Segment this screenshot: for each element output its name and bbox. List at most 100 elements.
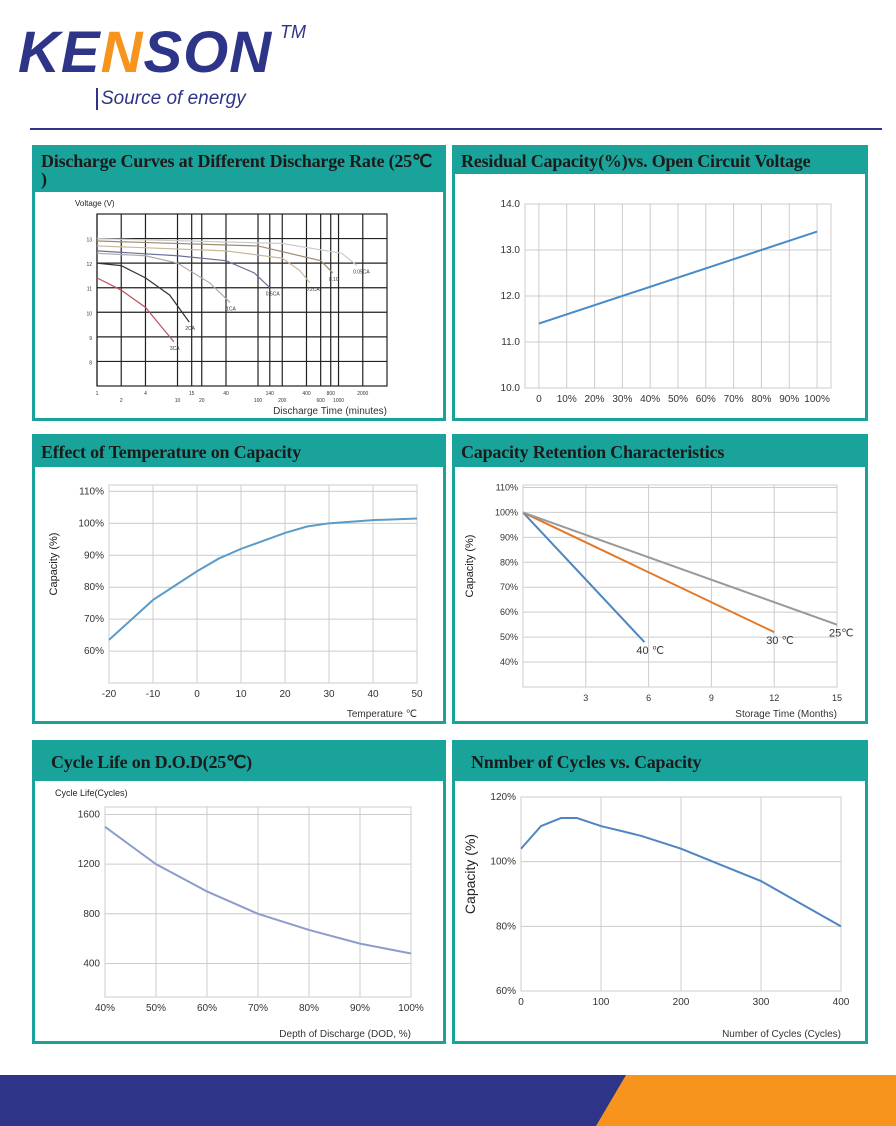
panel-temperature-capacity: Effect of Temperature on Capacity -20 -10 0… <box>32 434 446 724</box>
series-label: 0.2CA <box>306 287 321 293</box>
x-tick-label: 90% <box>350 1003 370 1014</box>
y-tick-label: 90% <box>500 532 518 542</box>
x-tick-label: 400 <box>302 391 311 397</box>
x-tick-label: 2000 <box>357 391 368 397</box>
x-tick-label: 50 <box>411 689 423 700</box>
chart-svg: 3 6 9 12 15 40% 50% 60% 70% 80% 90% 100% 110% 40 ℃ 30 … <box>464 482 854 720</box>
x-tick-label: 40% <box>640 394 660 405</box>
x-tick-label: 20 <box>279 689 291 700</box>
x-tick-label: 100% <box>398 1003 424 1014</box>
series-line <box>96 237 358 267</box>
y-tick-label: 10.0 <box>501 383 521 394</box>
series-line <box>108 517 418 641</box>
x-tick-label: 70% <box>248 1003 268 1014</box>
series-label: 25℃ <box>829 628 854 640</box>
x-tick-label: 60% <box>197 1003 217 1014</box>
x-tick-label: 10 <box>235 689 247 700</box>
x-tick-label: 1 <box>96 391 99 397</box>
panel-title: Capacity Retention Characteristics <box>455 437 865 467</box>
series-label: 3CA <box>170 346 180 352</box>
plot-frame <box>108 484 418 684</box>
y-tick-label: 110% <box>496 482 518 492</box>
series-line <box>104 826 412 955</box>
y-tick-label: 11.0 <box>501 337 520 348</box>
chart-svg: -20 -10 0 10 20 30 40 50 60% 70% 80% 90% 100% 110% Tem… <box>48 484 423 720</box>
x-tick-label: 50% <box>146 1003 166 1014</box>
x-tick-label: 90% <box>779 394 799 405</box>
series-label: 0.1C <box>329 277 340 283</box>
series-line <box>96 262 190 323</box>
x-tick-label: 12 <box>769 693 779 703</box>
panel-title: Discharge Curves at Different Discharge … <box>35 148 443 192</box>
x-axis-label: Number of Cycles (Cycles) <box>722 1029 841 1040</box>
x-tick-label: 40% <box>95 1003 115 1014</box>
panel-title: Cycle Life on D.O.D(25℃) <box>35 743 443 781</box>
x-tick-label: 300 <box>753 997 770 1008</box>
panel-discharge-curves: Discharge Curves at Different Discharge … <box>32 145 446 421</box>
x-tick-label: 10 <box>175 398 181 404</box>
y-tick-label: 11 <box>87 287 92 293</box>
y-tick-label: 13 <box>86 238 92 244</box>
panel-cycles-capacity: Nnmber of Cycles vs. Capacity 0 100 200 300 4… <box>452 740 868 1044</box>
x-tick-label: 100% <box>804 394 830 405</box>
plot-frame <box>522 484 838 688</box>
x-tick-label: 0 <box>194 689 200 700</box>
series-label: 0.5CA <box>266 292 281 298</box>
series-label: 2CA <box>185 326 195 332</box>
x-tick-label: 1000 <box>333 398 344 404</box>
y-tick-label: 60% <box>84 646 104 657</box>
x-tick-label: -10 <box>146 689 161 700</box>
x-tick-label: 9 <box>709 693 714 703</box>
y-tick-label: 90% <box>84 550 104 561</box>
header-divider <box>30 128 882 130</box>
y-tick-label: 70% <box>84 614 104 625</box>
x-tick-label: 20 <box>199 398 205 404</box>
chart-svg: 0 100 200 300 400 60% 80% 100% 120% Number of Cyc… <box>462 792 850 1040</box>
series-line <box>538 230 818 325</box>
x-tick-label: 10% <box>557 394 577 405</box>
y-tick-label: 60% <box>496 986 516 997</box>
y-tick-label: 80% <box>84 582 104 593</box>
y-tick-label: 80% <box>496 921 516 932</box>
x-tick-label: 50% <box>668 394 688 405</box>
x-tick-label: 6 <box>646 693 651 703</box>
x-tick-label: 400 <box>833 997 850 1008</box>
x-axis-label: Temperature ℃ <box>347 709 417 720</box>
logo-brand: KENSON <box>18 20 273 85</box>
kenson-logo: KENSON TM Source of energy <box>18 20 306 110</box>
y-tick-label: 12.0 <box>501 291 521 302</box>
y-tick-label: 100% <box>490 857 516 868</box>
y-tick-label: 14.0 <box>501 199 521 210</box>
y-tick-label: 8 <box>89 360 92 366</box>
y-tick-label: 100% <box>78 518 104 529</box>
x-tick-label: 4 <box>144 391 147 397</box>
series-line <box>522 511 646 643</box>
y-tick-label: 10 <box>86 311 92 317</box>
x-tick-label: 70% <box>724 394 744 405</box>
x-tick-label: 40 <box>367 689 379 700</box>
chart-svg: 1241015204010014020040060080010002000891… <box>75 199 388 417</box>
x-tick-label: 800 <box>327 391 336 397</box>
x-axis-label: Depth of Discharge (DOD, %) <box>279 1029 411 1040</box>
x-tick-label: 3 <box>583 693 588 703</box>
footer-band <box>0 1075 896 1126</box>
x-tick-label: 30 <box>323 689 335 700</box>
y-tick-label: 80% <box>500 557 518 567</box>
y-tick-label: 1600 <box>78 809 101 820</box>
series-label: 1CA <box>226 306 236 312</box>
panel-residual-capacity: Residual Capacity(%)vs. Open Circuit Vol… <box>452 145 868 421</box>
y-axis-label: Capacity (%) <box>464 535 476 598</box>
x-tick-label: 200 <box>673 997 690 1008</box>
footer-accent <box>596 1075 896 1126</box>
series-line <box>96 245 311 284</box>
x-tick-label: 30% <box>612 394 632 405</box>
panel-title: Nnmber of Cycles vs. Capacity <box>455 743 865 781</box>
y-axis-label: Cycle Life(Cycles) <box>55 788 128 798</box>
series-label: 0.05CA <box>353 270 370 276</box>
logo-tm: TM <box>280 22 306 42</box>
logo-tagline: Source of energy <box>96 88 246 110</box>
x-tick-label: 100 <box>254 398 263 404</box>
y-tick-label: 12 <box>86 262 92 268</box>
y-tick-label: 120% <box>490 792 516 803</box>
x-axis-label: Storage Time (Months) <box>735 709 837 720</box>
